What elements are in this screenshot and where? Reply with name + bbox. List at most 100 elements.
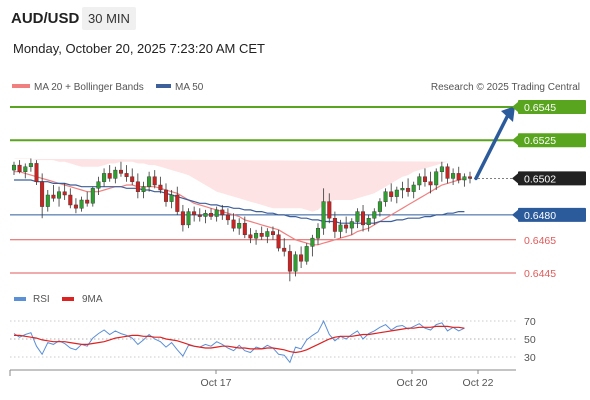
candle <box>163 183 168 207</box>
candle <box>130 168 135 186</box>
x-tick-label: Oct 20 <box>397 377 428 389</box>
candle <box>85 191 90 207</box>
timestamp: Monday, October 20, 2025 7:23:20 AM CET <box>13 41 265 56</box>
candle-body <box>344 224 349 229</box>
ma50-legend-swatch <box>156 84 171 88</box>
current-label-box <box>518 171 586 186</box>
forecast-arrow-head <box>501 106 515 122</box>
rsi-line <box>13 319 465 364</box>
candle <box>361 204 366 232</box>
candle <box>366 214 371 232</box>
candle-body <box>225 214 230 221</box>
candle <box>214 206 219 222</box>
candle <box>276 229 281 252</box>
candle-body <box>34 163 39 182</box>
candle-body <box>361 211 366 226</box>
pivot-label: 0.6480 <box>524 210 556 222</box>
ma20-legend-swatch <box>12 84 30 88</box>
candle <box>293 251 298 277</box>
current-label-pointer <box>512 173 518 184</box>
candle <box>417 173 422 190</box>
candle-body <box>11 164 16 171</box>
candle <box>287 244 292 282</box>
candle <box>175 186 180 215</box>
candle-body <box>400 188 405 191</box>
candle <box>462 173 467 187</box>
candle-body <box>327 201 332 219</box>
candle-body <box>316 227 321 239</box>
candle-body <box>135 181 140 192</box>
candle <box>203 209 208 224</box>
candle <box>400 181 405 199</box>
candle-body <box>349 221 354 229</box>
candle-body <box>265 231 270 237</box>
x-tick-label: Oct 22 <box>463 377 494 389</box>
candle-body <box>287 251 292 272</box>
candle <box>11 161 16 176</box>
candle <box>113 166 118 184</box>
resistance-label-box <box>518 133 586 148</box>
rsi-legend-label: RSI <box>33 294 50 305</box>
candle-body <box>237 222 242 229</box>
moving-averages <box>14 171 465 246</box>
candle-body <box>163 189 168 202</box>
candle-body <box>394 189 399 197</box>
ma50-line <box>14 179 465 224</box>
candle <box>383 188 388 207</box>
pivot-label-pointer <box>512 209 518 220</box>
candle-body <box>23 166 28 173</box>
candle <box>102 168 107 187</box>
candle <box>169 190 174 209</box>
candle-body <box>57 191 62 199</box>
candle <box>135 173 140 199</box>
candle <box>282 238 287 257</box>
candle <box>107 165 112 182</box>
candle-body <box>96 181 101 189</box>
candle <box>428 171 433 194</box>
candle-body <box>158 184 163 191</box>
candle <box>377 198 382 217</box>
candle <box>79 196 84 212</box>
candle <box>349 218 354 235</box>
candle-body <box>423 176 428 182</box>
candle-body <box>68 194 73 206</box>
candle-body <box>28 163 33 167</box>
candle-body <box>338 224 343 232</box>
candle-body <box>439 166 444 173</box>
candle <box>327 193 332 224</box>
bollinger-band-area <box>14 158 465 212</box>
timeframe-badge[interactable]: 30 MIN <box>82 7 136 30</box>
price-level-labels: 0.6545 0.6525 0.6502 0.6480 0.6465 0.6445 <box>512 100 586 280</box>
candle-body <box>231 219 236 229</box>
candle-body <box>271 231 276 235</box>
candle <box>355 208 360 229</box>
candle <box>208 208 213 220</box>
candle-body <box>208 212 213 217</box>
candle-body <box>451 173 456 179</box>
candle <box>372 208 377 225</box>
candle-body <box>304 246 309 262</box>
candle-body <box>45 194 50 207</box>
candle-body <box>299 254 304 262</box>
candle <box>394 186 399 204</box>
candle <box>321 188 326 235</box>
source-credit: Research © 2025 Trading Central <box>431 82 580 93</box>
candle <box>186 208 191 229</box>
candle <box>310 234 315 257</box>
candle-body <box>203 212 208 217</box>
candlesticks <box>11 158 473 282</box>
candle-body <box>130 176 135 182</box>
candle-body <box>383 191 388 202</box>
candle <box>439 161 444 182</box>
candle-body <box>411 184 416 192</box>
rsi-level-label: 50 <box>524 334 536 346</box>
candle-body <box>214 209 219 217</box>
candle <box>332 211 337 239</box>
candle <box>271 226 276 240</box>
candle-body <box>254 232 259 239</box>
candle <box>34 160 39 186</box>
candle-body <box>372 211 377 219</box>
candle <box>231 213 236 232</box>
candle <box>411 181 416 199</box>
candle-body <box>248 234 253 239</box>
